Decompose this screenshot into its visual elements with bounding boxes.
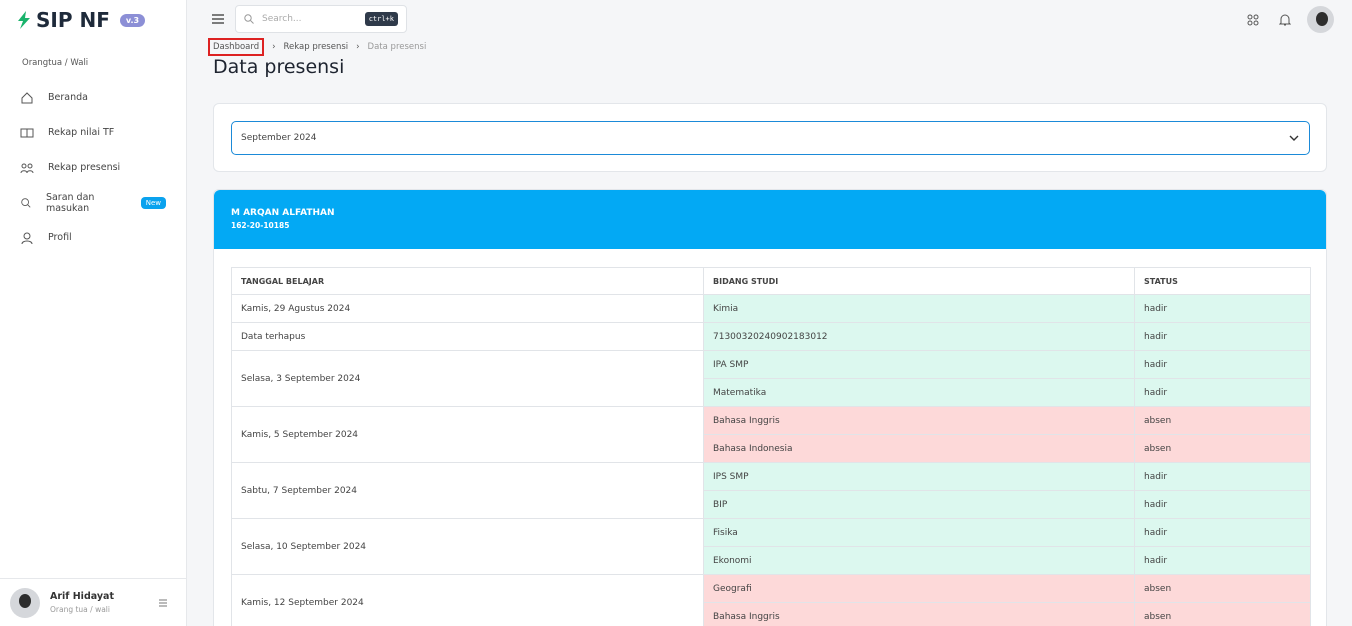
menu-item[interactable]: Rekap nilai TF (20, 115, 180, 150)
subject-cell: Ekonomi (704, 547, 1135, 575)
table-row: Data terhapus71300320240902183012hadir (232, 323, 1311, 351)
column-header: TANGGAL BELAJAR (232, 268, 704, 295)
menu-label: Rekap presensi (48, 162, 120, 173)
menu-label: Rekap nilai TF (48, 127, 114, 138)
date-cell: Kamis, 12 September 2024 (232, 575, 704, 626)
logo-text: SIP NF (36, 8, 110, 32)
table-row: Selasa, 3 September 2024IPA SMPhadir (232, 351, 1311, 379)
date-cell: Selasa, 10 September 2024 (232, 519, 704, 575)
status-cell: hadir (1135, 351, 1311, 379)
subject-cell: BIP (704, 491, 1135, 519)
column-header: BIDANG STUDI (704, 268, 1135, 295)
status-cell: hadir (1135, 295, 1311, 323)
subject-cell: Matematika (704, 379, 1135, 407)
subject-cell: Geografi (704, 575, 1135, 603)
status-cell: absen (1135, 407, 1311, 435)
avatar (10, 588, 40, 618)
student-header: M ARQAN ALFATHAN 162-20-10185 (214, 190, 1326, 249)
menu-toggle[interactable] (212, 14, 224, 24)
subject-cell: IPA SMP (704, 351, 1135, 379)
menu-item[interactable]: Beranda (20, 80, 180, 115)
apps-icon[interactable] (1247, 14, 1259, 26)
month-value: September 2024 (241, 133, 317, 143)
menu-label: Saran dan masukan (46, 192, 127, 214)
table-row: Selasa, 10 September 2024Fisikahadir (232, 519, 1311, 547)
logo[interactable]: SIP NF v.3 (16, 8, 145, 32)
status-cell: absen (1135, 603, 1311, 626)
user-name: Arif Hidayat (50, 591, 114, 602)
column-header: STATUS (1135, 268, 1311, 295)
date-cell: Kamis, 5 September 2024 (232, 407, 704, 463)
menu-label: Beranda (48, 92, 88, 103)
status-cell: absen (1135, 575, 1311, 603)
version-badge: v.3 (120, 14, 145, 27)
table-row: Kamis, 29 Agustus 2024Kimiahadir (232, 295, 1311, 323)
filter-card: September 2024 (213, 103, 1327, 172)
table-row: Kamis, 12 September 2024Geografiabsen (232, 575, 1311, 603)
header-row: TANGGAL BELAJARBIDANG STUDISTATUS (232, 268, 1311, 295)
student-name: M ARQAN ALFATHAN (231, 208, 1326, 218)
subject-cell: Bahasa Indonesia (704, 435, 1135, 463)
menu-label: Profil (48, 232, 72, 243)
breadcrumb-separator: › (356, 42, 359, 52)
month-select[interactable]: September 2024 (231, 121, 1310, 155)
breadcrumb: Dashboard › Rekap presensi › Data presensi (208, 38, 426, 56)
subject-cell: Bahasa Inggris (704, 603, 1135, 626)
date-cell: Sabtu, 7 September 2024 (232, 463, 704, 519)
student-id: 162-20-10185 (231, 221, 1326, 230)
attendance-table: TANGGAL BELAJARBIDANG STUDISTATUS Kamis,… (231, 267, 1311, 626)
table-row: Sabtu, 7 September 2024IPS SMPhadir (232, 463, 1311, 491)
status-cell: hadir (1135, 519, 1311, 547)
profile-avatar[interactable] (1307, 6, 1334, 33)
subject-cell: Bahasa Inggris (704, 407, 1135, 435)
status-cell: hadir (1135, 547, 1311, 575)
breadcrumb-separator: › (272, 42, 275, 52)
sidebar: SIP NF v.3 Orangtua / Wali Beranda Rekap … (0, 0, 187, 626)
status-cell: hadir (1135, 379, 1311, 407)
user-panel[interactable]: Arif Hidayat Orang tua / wali (0, 578, 186, 626)
breadcrumb-item[interactable]: Dashboard (208, 38, 264, 56)
menu-item[interactable]: Profil (20, 220, 180, 255)
user-role: Orang tua / wali (50, 605, 114, 614)
search[interactable]: Search... ctrl+k (235, 5, 407, 33)
table-row: Kamis, 5 September 2024Bahasa Inggrisabs… (232, 407, 1311, 435)
status-cell: hadir (1135, 463, 1311, 491)
status-cell: hadir (1135, 323, 1311, 351)
main: Search... ctrl+k Dashboard › Rekap presens… (187, 0, 1352, 626)
page-title: Data presensi (213, 56, 344, 78)
status-cell: hadir (1135, 491, 1311, 519)
status-cell: absen (1135, 435, 1311, 463)
menu-badge: New (141, 197, 166, 209)
menu: Beranda Rekap nilai TF Rekap presensi Saran… (20, 80, 180, 255)
menu-item[interactable]: Saran dan masukan New (20, 185, 180, 220)
date-cell: Kamis, 29 Agustus 2024 (232, 295, 704, 323)
subject-cell: 71300320240902183012 (704, 323, 1135, 351)
menu-item[interactable]: Rekap presensi (20, 150, 180, 185)
table-body: Kamis, 29 Agustus 2024KimiahadirData ter… (232, 295, 1311, 626)
subject-cell: Kimia (704, 295, 1135, 323)
notification-icon[interactable] (1279, 13, 1291, 27)
breadcrumb-item[interactable]: Rekap presensi (284, 42, 349, 52)
settings-icon[interactable] (158, 598, 168, 608)
section-label: Orangtua / Wali (22, 58, 88, 68)
breadcrumb-item: Data presensi (368, 42, 427, 52)
date-cell: Data terhapus (232, 323, 704, 351)
subject-cell: Fisika (704, 519, 1135, 547)
student-card: M ARQAN ALFATHAN 162-20-10185 TANGGAL BE… (213, 189, 1327, 626)
search-placeholder: Search... (262, 14, 302, 24)
date-cell: Selasa, 3 September 2024 (232, 351, 704, 407)
shortcut: ctrl+k (365, 12, 398, 26)
subject-cell: IPS SMP (704, 463, 1135, 491)
